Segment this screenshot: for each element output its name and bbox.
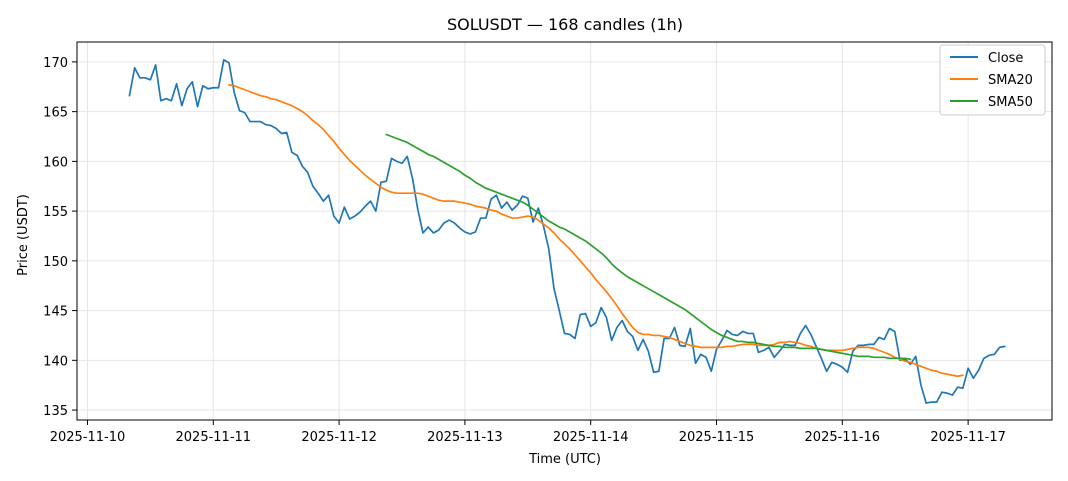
legend-label-sma20: SMA20 — [988, 73, 1033, 88]
y-tick-label: 140 — [43, 354, 68, 369]
y-tick-label: 160 — [43, 155, 68, 170]
y-tick-label: 135 — [43, 404, 68, 419]
y-tick-label: 155 — [43, 205, 68, 220]
x-tick-label: 2025-11-11 — [176, 430, 252, 445]
series-line-sma50 — [385, 133, 912, 361]
legend-box — [939, 44, 1046, 116]
x-tick-label: 2025-11-15 — [679, 430, 755, 445]
axis-ticks: 2025-11-10 2025-11-11 2025-11-12 2025-11-13… — [43, 56, 1006, 445]
x-tick-label: 2025-11-17 — [930, 430, 1006, 445]
x-axis-label: Time (UTC) — [528, 452, 601, 467]
legend-label-sma50: SMA50 — [988, 95, 1033, 110]
x-tick-label: 2025-11-10 — [50, 430, 126, 445]
chart-title: SOLUSDT — 168 candles (1h) — [447, 15, 683, 34]
legend-label-close: Close — [988, 51, 1023, 66]
x-tick-label: 2025-11-12 — [301, 430, 377, 445]
series-line-sma20 — [228, 83, 964, 378]
x-tick-label: 2025-11-13 — [427, 430, 503, 445]
series-layer — [128, 59, 1006, 404]
y-tick-label: 145 — [43, 305, 68, 320]
y-tick-label: 165 — [43, 106, 68, 121]
plot-frame — [76, 41, 1053, 421]
x-tick-label: 2025-11-14 — [553, 430, 629, 445]
x-tick-label: 2025-11-16 — [805, 430, 881, 445]
legend: Close SMA20 SMA50 — [939, 44, 1046, 116]
y-tick-label: 150 — [43, 255, 68, 270]
y-tick-label: 170 — [43, 56, 68, 71]
grid — [77, 42, 1052, 420]
series-line-close — [128, 59, 1006, 404]
y-axis-label: Price (USDT) — [16, 194, 31, 276]
